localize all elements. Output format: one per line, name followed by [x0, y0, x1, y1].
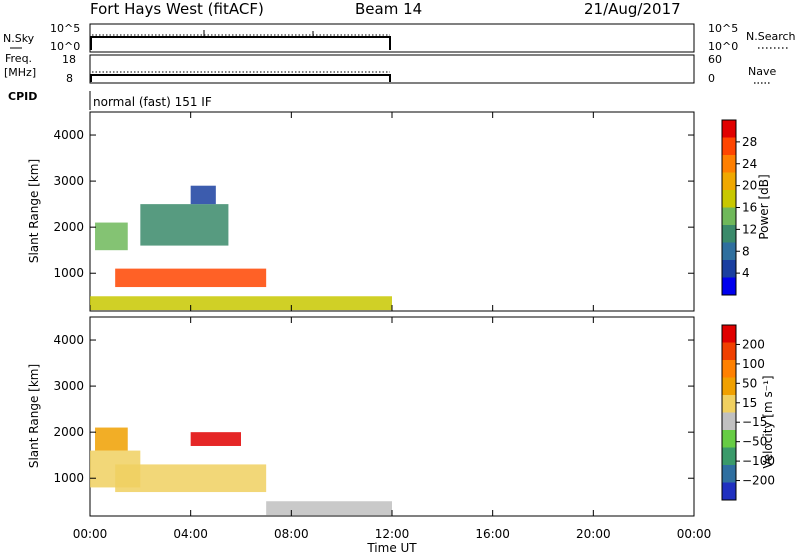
- velocity-ylabel: Slant Range [km]: [27, 364, 41, 468]
- velocity-data-region: [95, 427, 128, 451]
- power-data-layer: [90, 185, 392, 311]
- power-colorbar-swatch: [722, 190, 736, 208]
- time-tick-label: 16:00: [475, 527, 510, 541]
- freq-label-line1: Freq.: [5, 52, 32, 65]
- noise-right-tick-top: 10^5: [708, 22, 738, 35]
- time-tick-label: 08:00: [274, 527, 309, 541]
- power-data-region: [95, 222, 128, 251]
- velocity-colorbar-frame: [721, 324, 737, 501]
- power-data-region: [190, 185, 216, 205]
- power-colorbar-tick-label: 28: [742, 135, 757, 149]
- nsearch-label: N.Search: [746, 30, 796, 43]
- power-data-region: [140, 204, 229, 246]
- velocity-panel: 1000 2000 3000 4000 Slant Range [km] 200 100…: [27, 316, 775, 517]
- velocity-colorbar-swatch: [722, 360, 736, 378]
- time-axis: 00:00 04:00 08:00 12:00 16:00 20:00 00:00: [73, 112, 712, 541]
- power-colorbar-tick-label: 24: [742, 157, 757, 171]
- velocity-ytick-label: 3000: [53, 379, 84, 393]
- power-colorbar-swatch: [722, 172, 736, 191]
- velocity-colorbar-label: Velocity [m s⁻¹]: [761, 375, 775, 468]
- nave-right-tick-bottom: 0: [708, 72, 715, 85]
- power-colorbar-swatch: [722, 137, 736, 156]
- power-colorbar-swatch: [722, 260, 736, 278]
- velocity-colorbar-tick-label: 15: [742, 396, 757, 410]
- velocity-ytick-label: 2000: [53, 425, 84, 439]
- power-ytick-label: 2000: [53, 220, 84, 234]
- freq-left-tick-bottom: 8: [66, 72, 73, 85]
- beam-label: Beam 14: [355, 0, 422, 18]
- velocity-colorbar-swatch: [722, 412, 736, 431]
- nsky-label: N.Sky: [3, 32, 35, 45]
- velocity-colorbar-swatch: [722, 430, 736, 448]
- velocity-data-region: [190, 432, 241, 446]
- noise-right-tick-bottom: 10^0: [708, 40, 738, 53]
- velocity-colorbar-tick-label: −100: [742, 454, 775, 468]
- time-tick-label: 20:00: [576, 527, 611, 541]
- velocity-colorbar-swatch: [722, 465, 736, 483]
- power-colorbar-tick-label: 8: [742, 244, 750, 258]
- date-label: 21/Aug/2017: [584, 0, 681, 18]
- time-tick-label: 04:00: [173, 527, 208, 541]
- velocity-colorbar-swatch: [722, 325, 736, 343]
- cpid-label: CPID: [8, 90, 37, 103]
- power-ytick-label: 3000: [53, 174, 84, 188]
- velocity-data-region: [266, 501, 392, 516]
- power-colorbar-swatch: [722, 120, 736, 138]
- frequency-trace: [90, 74, 391, 82]
- velocity-data-layer: [90, 427, 392, 516]
- velocity-colorbar-swatch: [722, 377, 736, 396]
- velocity-data-region: [90, 450, 141, 488]
- power-colorbar-swatch: [722, 277, 736, 296]
- power-colorbar-tick-label: 12: [742, 222, 757, 236]
- power-colorbar-tick-label: 4: [742, 266, 750, 280]
- velocity-colorbar-tick-label: 100: [742, 357, 765, 371]
- velocity-colorbar-swatch: [722, 482, 736, 501]
- velocity-colorbar-tick-label: −50: [742, 435, 767, 449]
- nave-label: Nave: [748, 65, 776, 78]
- freq-left-tick-top: 18: [62, 53, 76, 66]
- power-colorbar-swatch: [722, 207, 736, 226]
- power-colorbar-tick-label: 16: [742, 201, 757, 215]
- nave-right-tick-top: 60: [708, 53, 722, 66]
- time-tick-label: 00:00: [677, 527, 712, 541]
- power-colorbar-swatch: [722, 155, 736, 173]
- freq-label-line2: [MHz]: [4, 66, 36, 79]
- noise-panel: N.Sky 10^5 10^0 10^5 10^0 N.Search: [3, 22, 796, 53]
- power-panel: 1000 2000 3000 4000 Slant Range [km] 4 8 12 16…: [27, 111, 771, 312]
- velocity-colorbar-tick-label: 50: [742, 376, 757, 390]
- noise-left-tick-top: 10^5: [50, 22, 80, 35]
- cpid-value: normal (fast) 151 IF: [93, 95, 212, 109]
- power-ylabel: Slant Range [km]: [27, 159, 41, 263]
- frequency-panel: Freq. [MHz] 18 8 60 0 Nave: [4, 52, 776, 85]
- velocity-ytick-label: 4000: [53, 333, 84, 347]
- noise-left-tick-bottom: 10^0: [50, 40, 80, 53]
- velocity-colorbar-swatch: [722, 395, 736, 413]
- time-tick-label: 12:00: [375, 527, 410, 541]
- power-colorbar: 4 8 12 16 20 24 28: [721, 119, 757, 296]
- power-colorbar-swatch: [722, 242, 736, 261]
- power-data-region: [115, 268, 267, 288]
- power-colorbar-label: Power [dB]: [757, 174, 771, 239]
- velocity-colorbar-swatch: [722, 447, 736, 466]
- power-data-region: [90, 296, 392, 311]
- velocity-ytick-label: 1000: [53, 471, 84, 485]
- power-ytick-label: 1000: [53, 266, 84, 280]
- power-colorbar-tick-label: 20: [742, 179, 757, 193]
- velocity-colorbar: 200 100 50 15 −15 −50 −100 −200: [721, 324, 775, 501]
- station-title: Fort Hays West (fitACF): [90, 0, 264, 18]
- noise-sky-trace: [90, 36, 391, 50]
- time-axis-label: Time UT: [366, 541, 417, 554]
- velocity-colorbar-tick-label: −15: [742, 415, 767, 429]
- velocity-colorbar-tick-label: −200: [742, 474, 775, 488]
- time-tick-label: 00:00: [73, 527, 108, 541]
- power-ytick-label: 4000: [53, 128, 84, 142]
- velocity-colorbar-tick-label: 200: [742, 337, 765, 351]
- power-colorbar-swatch: [722, 225, 736, 243]
- velocity-colorbar-swatch: [722, 342, 736, 361]
